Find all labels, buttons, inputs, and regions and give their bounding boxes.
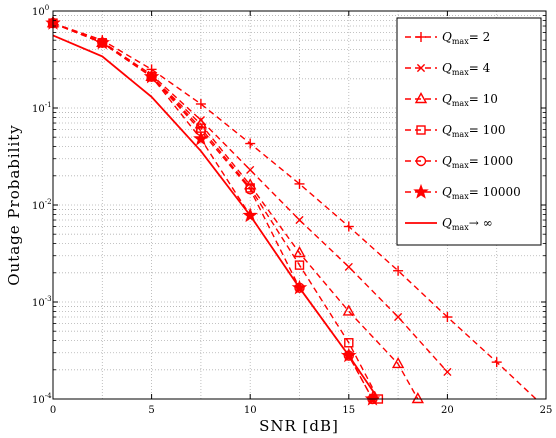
- x-tick-label: 20: [441, 405, 454, 416]
- legend-label-2: Qmax= 4: [442, 61, 491, 77]
- marker-plus: [393, 265, 404, 276]
- legend-label-1: Qmax= 2: [442, 30, 490, 46]
- marker-star: [242, 207, 258, 223]
- marker-x: [416, 63, 426, 73]
- marker-star: [193, 130, 209, 146]
- x-tick-label: 5: [148, 405, 154, 416]
- marker-triangle: [411, 392, 425, 404]
- marker-triangle: [194, 117, 208, 129]
- x-tick-label: 25: [540, 405, 553, 416]
- marker-star: [94, 34, 111, 50]
- legend-label-3: Qmax= 10: [442, 92, 498, 108]
- x-tick-label: 0: [50, 405, 56, 416]
- marker-square: [416, 125, 426, 135]
- marker-star: [291, 279, 308, 295]
- y-axis-title: Outage Probability: [5, 124, 23, 286]
- marker-x: [443, 367, 452, 377]
- marker-plus: [491, 357, 502, 368]
- marker-triangle: [414, 92, 428, 104]
- x-tick-label: 15: [342, 405, 355, 416]
- marker-x: [344, 262, 353, 272]
- marker-x: [246, 165, 255, 175]
- marker-triangle: [293, 246, 306, 258]
- series-line-1: [53, 22, 538, 399]
- x-axis-title: SNR [dB]: [259, 417, 339, 435]
- grid: [53, 11, 546, 399]
- marker-circle: [244, 184, 256, 195]
- y-tick-label: 10-4: [32, 392, 52, 406]
- marker-plus: [416, 32, 426, 42]
- x-tick-label: 10: [244, 405, 257, 416]
- series-line-2: [53, 22, 448, 373]
- marker-plus: [294, 178, 305, 189]
- marker-triangle: [391, 356, 405, 369]
- y-tick-label: 10-3: [32, 295, 52, 309]
- marker-plus: [195, 98, 206, 109]
- marker-plus: [343, 221, 354, 232]
- legend: Qmax= 2 Qmax= 4 Qmax= 10 Qmax= 100 Qmax= 100…: [396, 17, 542, 246]
- marker-star: [413, 183, 429, 199]
- legend-box: [396, 17, 542, 246]
- marker-square: [294, 260, 305, 270]
- marker-star: [341, 347, 357, 363]
- marker-plus: [442, 312, 453, 323]
- marker-circle: [415, 155, 427, 167]
- marker-star: [364, 390, 381, 406]
- legend-label-6: Qmax= 10000: [442, 185, 521, 201]
- y-tick-label: 10-2: [32, 198, 52, 212]
- marker-x: [394, 312, 403, 322]
- legend-label-4: Qmax= 100: [442, 123, 506, 139]
- marker-plus: [245, 138, 256, 149]
- y-tick-label: 10-1: [32, 101, 52, 115]
- series-group: [53, 22, 538, 399]
- marker-star: [143, 68, 160, 84]
- marker-square: [344, 338, 354, 348]
- marker-triangle: [342, 304, 355, 316]
- y-tick-label: 100: [32, 4, 49, 18]
- series-line-7: [53, 34, 380, 399]
- marker-x: [295, 215, 304, 225]
- legend-label-7: Qmax→ ∞: [442, 216, 493, 232]
- marker-group: [45, 14, 502, 406]
- legend-label-5: Qmax= 1000: [442, 154, 513, 170]
